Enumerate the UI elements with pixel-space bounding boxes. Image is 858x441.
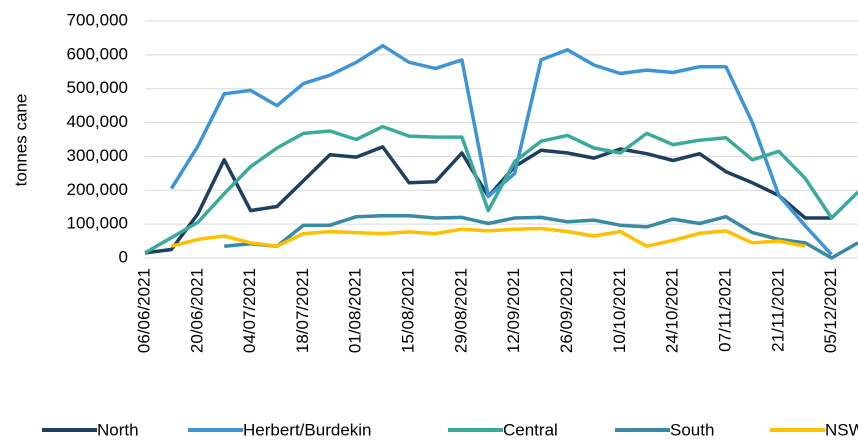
- series-line: [170, 226, 806, 248]
- series-line: [169, 43, 833, 256]
- series-line: [144, 145, 832, 255]
- y-tick-label: 600,000: [67, 44, 128, 63]
- x-tick-label: 24/10/2021: [663, 268, 682, 353]
- series-line: [224, 213, 858, 260]
- x-tick-label: 15/08/2021: [399, 268, 418, 353]
- x-tick-label: 04/07/2021: [240, 268, 259, 353]
- x-tick-label: 12/09/2021: [504, 268, 523, 353]
- y-tick-label: 0: [119, 247, 128, 266]
- y-tick-label: 700,000: [67, 10, 128, 29]
- x-tick-label: 07/11/2021: [715, 268, 734, 352]
- y-tick-label: 200,000: [67, 180, 128, 199]
- y-tick-label: 300,000: [67, 146, 128, 165]
- series-line: [144, 124, 858, 255]
- x-tick-label: 29/08/2021: [451, 268, 470, 353]
- y-tick-label: 400,000: [67, 112, 128, 131]
- legend-label: NSW: [825, 420, 858, 439]
- legend-label: Central: [503, 420, 558, 439]
- x-tick-label: 10/10/2021: [610, 268, 629, 353]
- x-tick-label: 05/12/2021: [821, 268, 840, 353]
- x-tick-label: 20/06/2021: [187, 268, 206, 353]
- legend-label: Herbert/Burdekin: [243, 420, 372, 439]
- x-tick-label: 06/06/2021: [134, 268, 153, 353]
- legend-label: North: [97, 420, 139, 439]
- legend-label: South: [670, 420, 714, 439]
- x-tick-label: 26/09/2021: [557, 268, 576, 353]
- x-tick-label: 18/07/2021: [293, 268, 312, 353]
- y-axis-label: tonnes cane: [11, 94, 30, 187]
- x-tick-label: 01/08/2021: [346, 268, 365, 353]
- y-tick-label: 500,000: [67, 78, 128, 97]
- y-tick-label: 100,000: [67, 214, 128, 233]
- x-tick-label: 21/11/2021: [768, 268, 787, 352]
